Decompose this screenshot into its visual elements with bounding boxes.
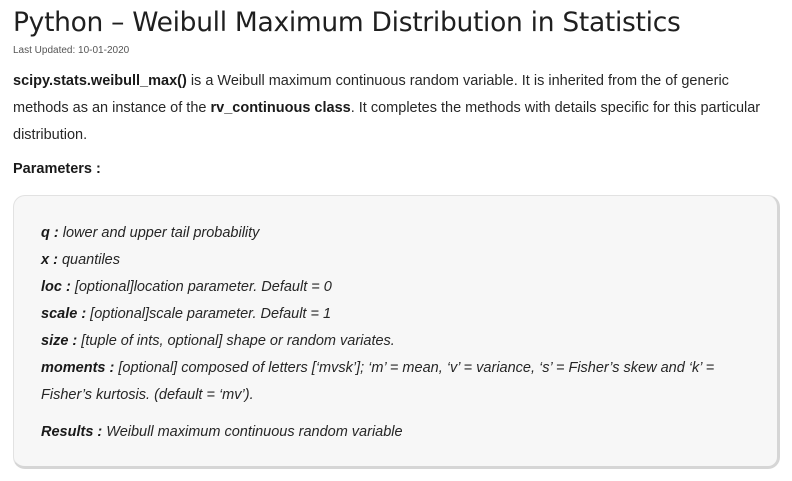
param-name: x : (41, 252, 58, 268)
param-moments-continued: Fisher’s kurtosis. (default = ‘mv’). (41, 387, 254, 403)
page-title: Python – Weibull Maximum Distribution in… (13, 7, 681, 38)
intro-paragraph: scipy.stats.weibull_max() is a Weibull m… (13, 68, 783, 149)
results-label: Results : (41, 424, 103, 440)
param-description: [tuple of ints, optional] shape or rando… (77, 333, 395, 349)
param-name: moments : (41, 360, 115, 376)
param-name: size : (41, 333, 78, 349)
param-description: lower and upper tail probability (58, 225, 260, 241)
function-name: scipy.stats.weibull_max() (13, 73, 187, 89)
class-name: rv_continuous class (210, 100, 351, 116)
param-q: q : lower and upper tail probability (41, 225, 259, 241)
results-description: Weibull maximum continuous random variab… (102, 424, 403, 440)
param-name: scale : (41, 306, 87, 322)
param-moments: moments : [optional] composed of letters… (41, 360, 714, 376)
param-scale: scale : [optional]scale parameter. Defau… (41, 306, 331, 322)
results-line: Results : Weibull maximum continuous ran… (41, 424, 403, 440)
last-updated-date: Last Updated: 10-01-2020 (13, 45, 130, 56)
parameters-heading: Parameters : (13, 161, 101, 177)
param-size: size : [tuple of ints, optional] shape o… (41, 333, 395, 349)
param-description: [optional] composed of letters [‘mvsk’];… (114, 360, 715, 376)
parameters-box: q : lower and upper tail probability x :… (13, 195, 780, 469)
param-description: [optional]scale parameter. Default = 1 (86, 306, 332, 322)
intro-text-part-1: is a Weibull maximum continuous random v… (13, 73, 729, 116)
param-description: [optional]location parameter. Default = … (70, 279, 332, 295)
param-loc: loc : [optional]location parameter. Defa… (41, 279, 332, 295)
param-name: loc : (41, 279, 71, 295)
intro-text-part-2: . It completes the methods with details … (13, 100, 761, 143)
param-x: x : quantiles (41, 252, 120, 268)
param-name: q : (41, 225, 59, 241)
param-description: quantiles (57, 252, 120, 268)
